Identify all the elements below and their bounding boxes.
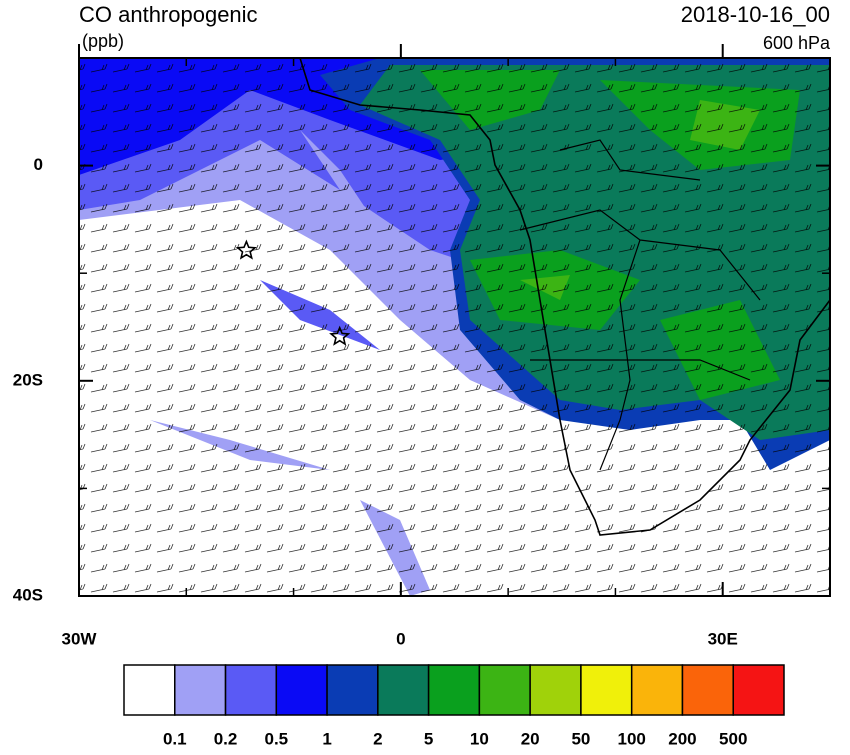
colorbar-label: 20: [521, 729, 540, 748]
colorbar-label: 200: [668, 729, 696, 748]
map-frame: [78, 57, 831, 597]
title: CO anthropogenic: [79, 2, 258, 27]
site-marker: [235, 239, 257, 260]
colorbar-box: [377, 664, 430, 716]
colorbar-box: [224, 664, 278, 716]
axes: 30W 0 30E 0 20S 40S: [13, 44, 831, 648]
site-marker: [329, 325, 351, 346]
colorbar-box: [427, 664, 481, 716]
colorbar-label: 500: [719, 729, 747, 748]
colorbar-label: 5: [424, 729, 433, 748]
x-tick-label: 30W: [62, 629, 98, 648]
y-tick-label: 0: [34, 155, 43, 174]
colorbar-label: 50: [571, 729, 590, 748]
colorbar-label: 1: [322, 729, 331, 748]
colorbar-box: [630, 664, 684, 716]
colorbar-label: 100: [618, 729, 646, 748]
colorbar-box: [732, 664, 785, 716]
date: 2018-10-16_00: [681, 2, 830, 27]
units: (ppb): [82, 31, 124, 51]
colorbar-label: 0.1: [163, 729, 187, 748]
colorbar-label: 10: [470, 729, 489, 748]
colorbar-label: 2: [373, 729, 382, 748]
colorbar-box: [174, 664, 227, 716]
colorbar-label: 0.2: [214, 729, 238, 748]
colorbar-box: [275, 664, 328, 716]
colorbar-label: 0.5: [264, 729, 288, 748]
map-field: [79, 58, 830, 596]
colorbar-box: [123, 664, 176, 716]
x-tick-label: 30E: [708, 629, 738, 648]
x-tick-label: 0: [396, 629, 405, 648]
colorbar-box: [529, 664, 582, 716]
colorbar-box: [326, 664, 379, 716]
colorbar-box: [580, 664, 633, 716]
colorbar: 0.1 0.2 0.5 1 2 5 10 20 50 100 200 500: [123, 664, 785, 748]
level: 600 hPa: [763, 33, 831, 53]
colorbar-box: [681, 664, 734, 716]
y-tick-label: 40S: [13, 585, 43, 604]
y-tick-label: 20S: [13, 370, 43, 389]
colorbar-box: [478, 664, 531, 716]
